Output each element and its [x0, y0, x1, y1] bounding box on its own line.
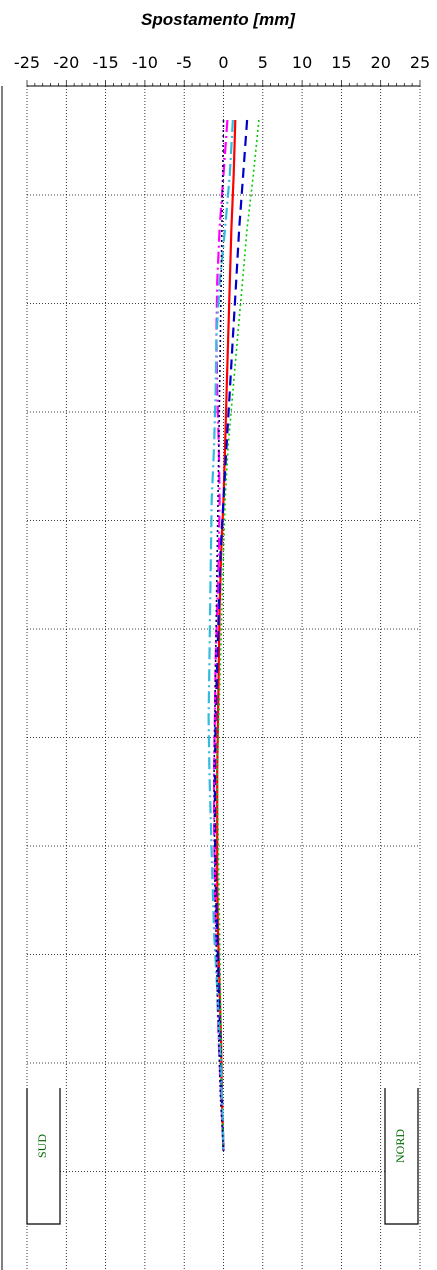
series-layer — [207, 119, 260, 1151]
x-tick-label: -5 — [176, 53, 192, 72]
x-tick-label: 10 — [292, 53, 312, 72]
x-tick-label: 25 — [410, 53, 430, 72]
chart-title: Spostamento [mm] — [141, 10, 296, 29]
x-tick-label: 0 — [218, 53, 228, 72]
annotation-box-border — [384, 1088, 419, 1225]
x-tick-label: -20 — [53, 53, 79, 72]
annotation-label-nord: NORD — [393, 1129, 407, 1163]
annotation-sud-box: SUD — [26, 1088, 61, 1225]
x-tick-label: -15 — [93, 53, 119, 72]
x-tick-label: -10 — [132, 53, 158, 72]
chart-grid — [26, 86, 421, 1270]
x-tick-label: 20 — [371, 53, 391, 72]
series-line — [213, 119, 225, 1151]
annotation-label-sud: SUD — [35, 1134, 49, 1158]
x-tick-label: -25 — [14, 53, 40, 72]
x-tick-label: 5 — [258, 53, 268, 72]
series-line — [216, 119, 260, 1151]
annotation-box-background — [27, 1088, 60, 1224]
chart-frame — [1, 80, 421, 1270]
annotation-nord-box: NORD — [384, 1088, 419, 1225]
annotation-box-background — [385, 1088, 418, 1224]
x-axis-tick-labels: -25 -20 -15 -10 -5 0 5 10 15 20 25 — [14, 53, 430, 72]
series-line — [213, 119, 249, 1151]
annotation-box-border — [26, 1088, 61, 1225]
series-line — [216, 119, 237, 1151]
x-tick-label: 15 — [331, 53, 351, 72]
series-line — [207, 119, 234, 1151]
annotation-layer: SUD NORD — [26, 1088, 419, 1225]
